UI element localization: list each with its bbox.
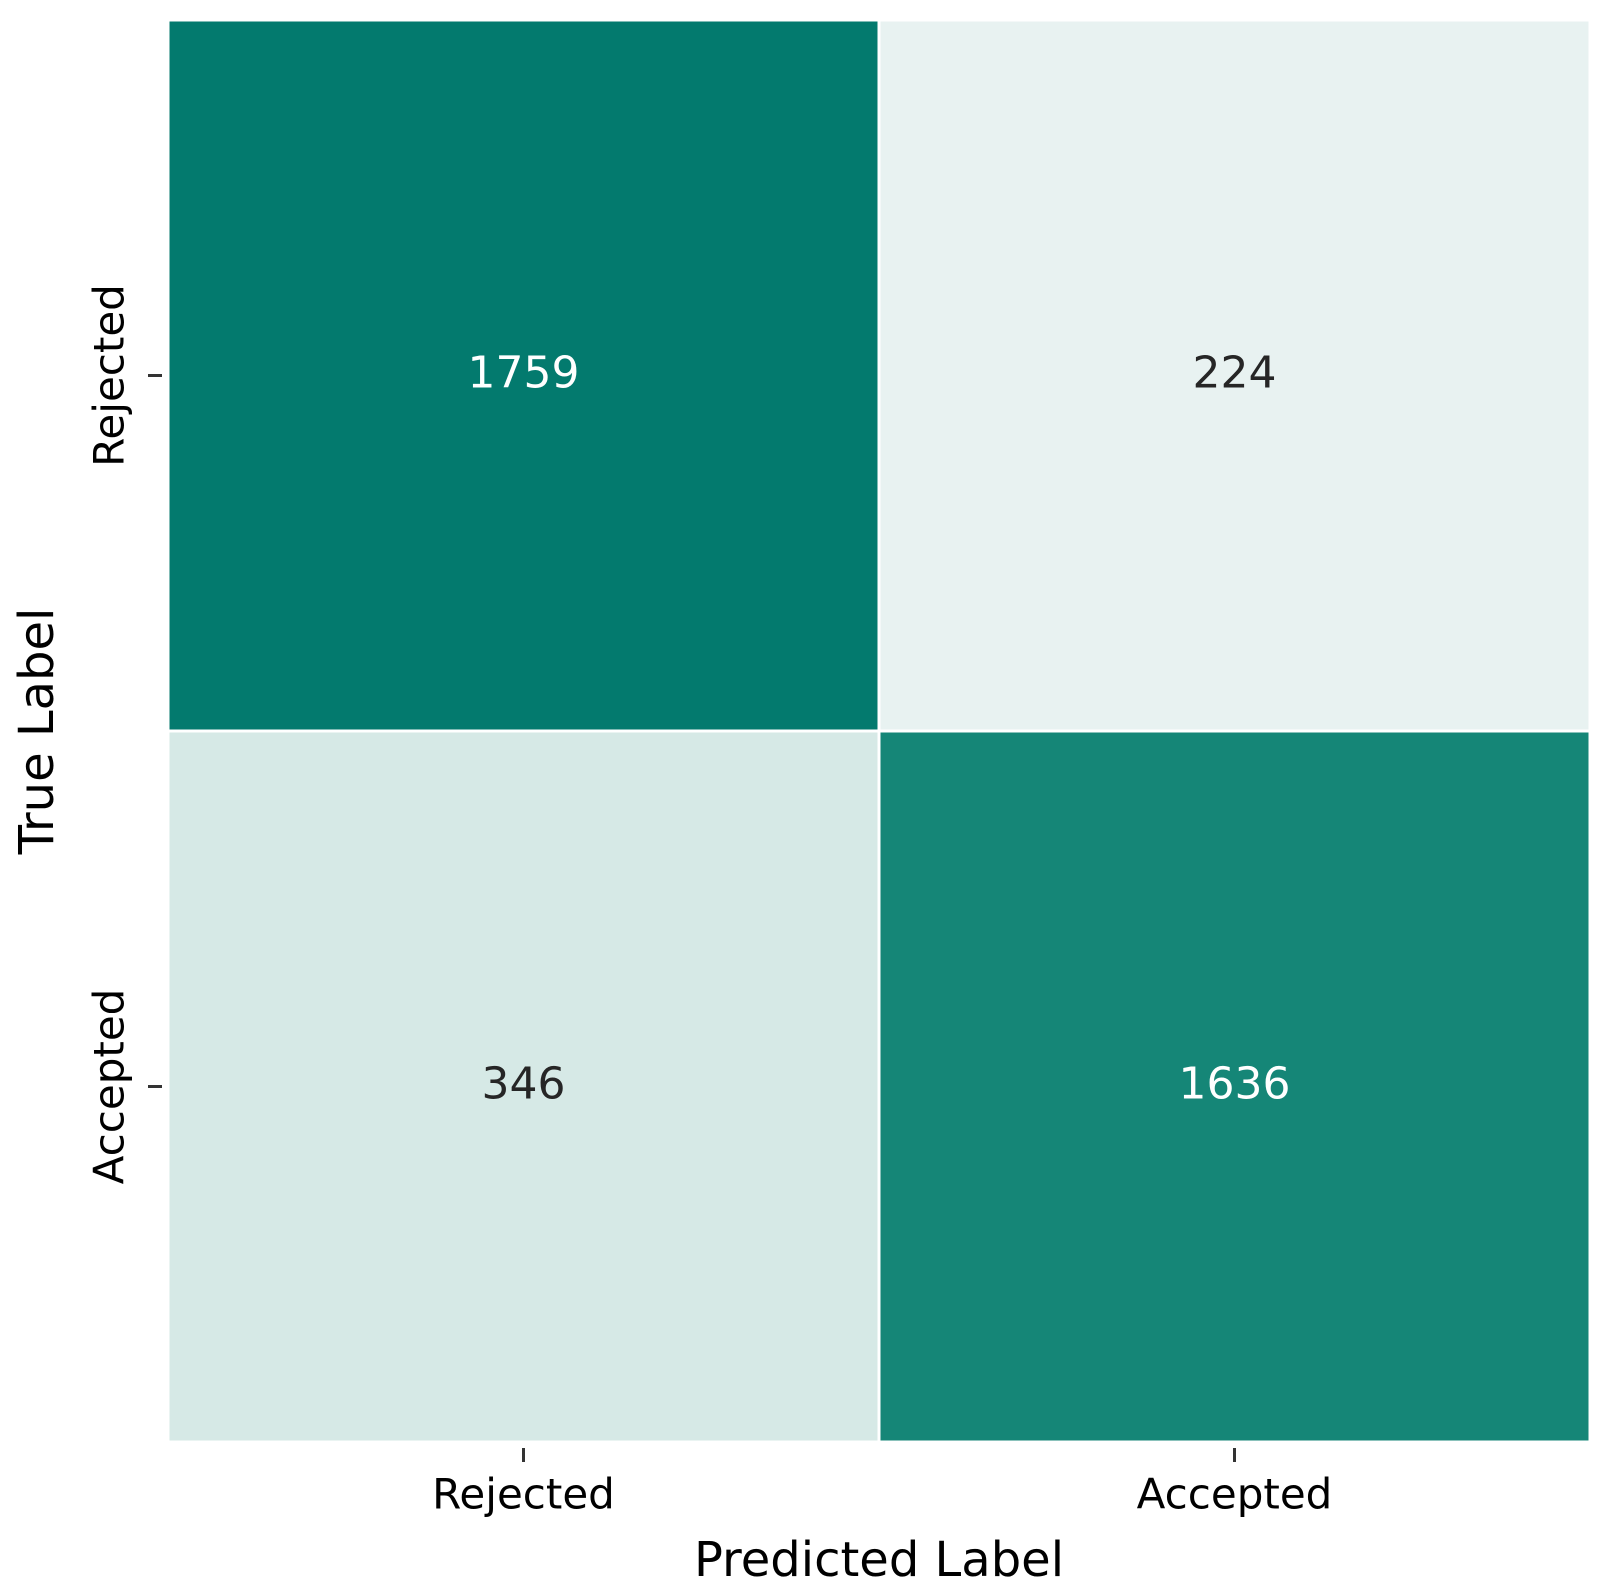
heatmap-cell <box>166 729 881 1444</box>
cell-value-label: 346 <box>482 1059 566 1110</box>
cell-value-label: 224 <box>1193 348 1277 399</box>
cell-value-label: 1636 <box>1179 1059 1291 1110</box>
y-tick-label: Rejected <box>85 284 134 467</box>
y-axis-label: True Label <box>9 608 65 856</box>
heatmap-cell <box>877 18 1592 733</box>
x-tick-label: Rejected <box>432 1470 615 1519</box>
x-tick-label: Accepted <box>1137 1470 1333 1519</box>
heatmap-cell <box>166 18 881 733</box>
y-tick-label: Accepted <box>85 989 134 1185</box>
cell-value-label: 1759 <box>468 348 580 399</box>
heatmap-cell <box>877 729 1592 1444</box>
x-axis-label: Predicted Label <box>694 1532 1064 1588</box>
